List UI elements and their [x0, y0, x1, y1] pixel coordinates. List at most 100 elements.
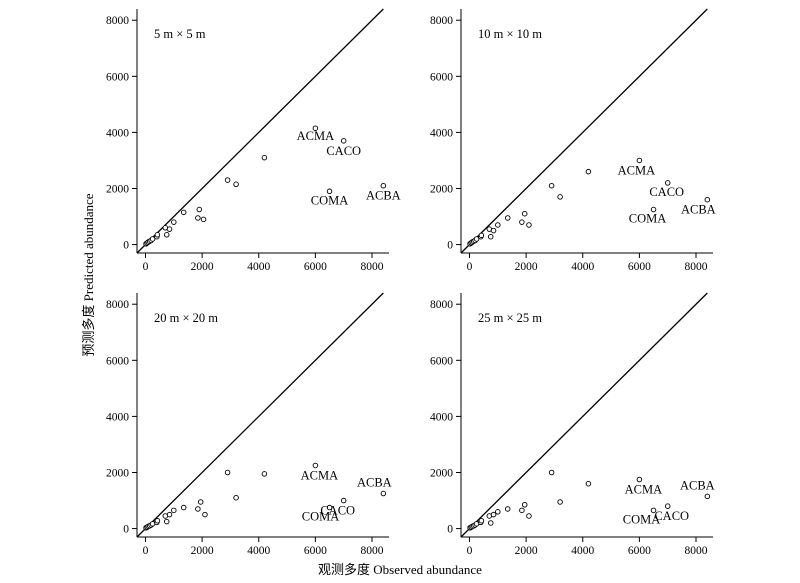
x-tick-label: 0: [143, 261, 149, 273]
panel-5m: 0 2000 4000 6000 8000 0 2000 4000 6000 8000 5 m × …: [106, 8, 401, 273]
data-point: [636, 476, 643, 483]
data-point: [490, 511, 497, 518]
data-point: [166, 226, 173, 232]
x-tick-label: 4000: [571, 545, 594, 557]
x-tick-label: 2000: [191, 261, 214, 273]
data-point: [557, 194, 563, 200]
data-point: [171, 219, 177, 225]
species-label-caco: CACO: [649, 185, 684, 199]
data-point: [154, 232, 161, 238]
data-point: [202, 511, 208, 518]
x-tick-label: 4000: [571, 261, 594, 273]
y-tick-label: 8000: [106, 299, 129, 311]
data-point: [650, 507, 657, 514]
x-tick-label: 0: [467, 545, 473, 557]
y-tick-label: 4000: [106, 127, 129, 139]
y-tick-label: 2000: [106, 467, 129, 479]
species-label-acma: ACMA: [301, 468, 339, 482]
data-point: [340, 138, 347, 144]
data-point: [704, 493, 711, 500]
panel-20m: 0 2000 4000 6000 8000 0 2000 4000 6000 8000 20 m ×…: [106, 292, 392, 557]
y-tick-label: 6000: [106, 71, 129, 83]
data-point: [326, 504, 333, 511]
data-point: [233, 181, 239, 188]
data-point: [636, 157, 643, 164]
data-point: [585, 480, 592, 487]
species-label-coma: COMA: [623, 512, 661, 526]
data-point: [495, 222, 501, 228]
y-tick-label: 4000: [106, 411, 129, 423]
y-tick-label: 6000: [430, 355, 453, 367]
y-tick-label: 2000: [430, 467, 453, 479]
species-label-acba: ACBA: [366, 189, 401, 203]
x-tick-label: 6000: [628, 545, 651, 557]
panels-group: 0 2000 4000 6000 8000 0 2000 4000 6000 8000 5 m × …: [106, 8, 716, 557]
data-point: [149, 236, 156, 242]
x-tick-label: 2000: [515, 261, 538, 273]
data-point: [380, 490, 387, 497]
data-point: [154, 517, 161, 524]
species-label-acma: ACMA: [618, 163, 656, 177]
identity-line: [136, 8, 384, 254]
x-tick-label: 6000: [628, 261, 651, 273]
x-tick-label: 4000: [247, 545, 270, 557]
x-tick-label: 8000: [361, 545, 384, 557]
data-point: [340, 497, 347, 504]
data-point: [519, 507, 525, 514]
data-point: [224, 177, 231, 183]
x-tick-label: 2000: [191, 545, 214, 557]
data-point: [195, 506, 201, 512]
data-point: [197, 499, 204, 505]
data-point: [490, 227, 497, 234]
data-point: [380, 182, 387, 189]
data-point: [163, 518, 170, 525]
species-label-coma: COMA: [311, 193, 349, 207]
data-point: [548, 469, 555, 476]
data-point: [557, 499, 563, 505]
data-point: [521, 210, 528, 217]
species-label-caco: CACO: [320, 504, 355, 518]
x-axis-title: 观测多度 Observed abundance: [318, 562, 482, 577]
data-point: [195, 215, 201, 221]
data-point: [504, 506, 511, 512]
data-point: [312, 462, 319, 469]
x-tick-label: 0: [467, 261, 473, 273]
y-tick-label: 2000: [106, 183, 129, 195]
data-point: [233, 494, 239, 501]
species-label-coma: COMA: [629, 212, 667, 226]
identity-line: [460, 8, 708, 254]
panel-title: 20 m × 20 m: [154, 311, 218, 325]
x-tick-label: 6000: [304, 545, 327, 557]
data-point: [473, 236, 480, 242]
data-point: [312, 125, 319, 131]
y-tick-label: 4000: [430, 411, 453, 423]
data-point: [495, 509, 501, 515]
y-tick-label: 4000: [430, 127, 453, 139]
data-point: [504, 215, 511, 221]
data-point: [526, 222, 532, 228]
x-tick-label: 2000: [515, 545, 538, 557]
y-axis-title: 预测多度 Predicted abundance: [81, 193, 96, 356]
species-label-acba: ACBA: [357, 476, 392, 490]
data-point: [171, 507, 177, 514]
species-label-acba: ACBA: [681, 203, 716, 217]
y-tick-label: 6000: [430, 71, 453, 83]
species-label-caco: CACO: [654, 509, 689, 523]
data-point: [180, 504, 187, 511]
x-tick-label: 8000: [685, 261, 708, 273]
data-point: [478, 232, 485, 239]
data-point: [478, 517, 485, 524]
y-tick-label: 0: [123, 524, 129, 536]
species-label-acma: ACMA: [297, 129, 335, 143]
y-tick-label: 8000: [430, 15, 453, 27]
y-tick-label: 0: [447, 240, 453, 252]
panel-25m: 0 2000 4000 6000 8000 0 2000 4000 6000 8000 25 m ×…: [430, 292, 715, 557]
x-tick-label: 4000: [247, 261, 270, 273]
data-point: [585, 168, 592, 175]
data-point: [180, 209, 187, 216]
species-label-acba: ACBA: [680, 478, 715, 492]
x-tick-label: 8000: [685, 545, 708, 557]
species-label-caco: CACO: [326, 144, 361, 158]
data-point: [326, 188, 333, 195]
